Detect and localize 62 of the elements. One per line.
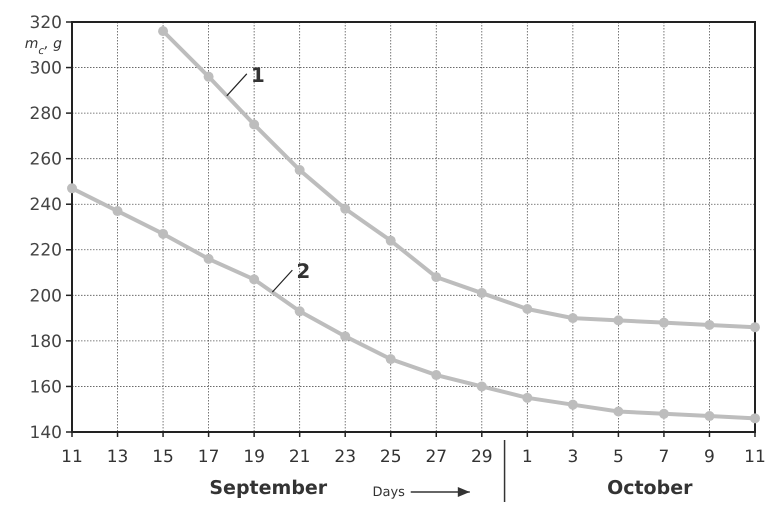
point	[294, 165, 305, 176]
point	[476, 288, 487, 298]
y-tick-label: 140	[30, 422, 62, 443]
point	[67, 183, 77, 194]
point	[476, 381, 487, 392]
x-tick-label: 7	[658, 447, 670, 467]
y-tick-label: 200	[30, 286, 62, 306]
point	[294, 306, 305, 316]
series-label: 1	[250, 62, 265, 87]
x-tick-label: 15	[152, 447, 174, 467]
y-tick-label: 180	[30, 332, 62, 352]
text: September	[209, 477, 328, 499]
point	[386, 236, 396, 246]
point	[204, 72, 214, 82]
y-tick-label: 320	[30, 12, 62, 33]
y-tick-label: 160	[30, 377, 62, 398]
y-tick-label: 280	[30, 104, 62, 124]
x-tick-label: 11	[61, 447, 83, 467]
x-tick-label: 3	[567, 447, 578, 467]
point	[522, 304, 532, 314]
y-tick-label: 220	[30, 240, 62, 261]
point	[112, 206, 123, 216]
point	[613, 406, 624, 416]
y-axis-title: m$_{c}$, g	[24, 36, 62, 57]
point	[249, 274, 260, 284]
y-tick-label: 300	[30, 58, 62, 79]
x-tick-label: 21	[288, 447, 310, 467]
point	[158, 26, 168, 36]
point	[340, 331, 350, 342]
x-tick-label: 25	[380, 447, 402, 467]
x-tick-label: 17	[198, 447, 220, 467]
point	[750, 322, 760, 332]
series-label: 2	[296, 259, 310, 284]
point	[704, 320, 714, 330]
x-tick-label: 5	[612, 447, 624, 467]
x-tick-label: 11	[744, 447, 766, 467]
point	[658, 318, 669, 328]
point	[340, 204, 350, 214]
point	[204, 254, 214, 264]
x-tick-label: 1	[522, 447, 533, 467]
point	[658, 408, 669, 419]
point	[568, 400, 578, 410]
point	[249, 120, 260, 130]
point	[158, 228, 168, 239]
x-tick-label: 19	[243, 447, 265, 467]
x-tick-label: 13	[106, 447, 128, 467]
y-tick-label: 240	[30, 195, 62, 216]
x-tick-label: 27	[425, 447, 448, 467]
point	[568, 313, 578, 324]
text: October	[607, 477, 694, 499]
point	[431, 272, 442, 282]
x-tick-label: 23	[334, 447, 356, 467]
point	[704, 411, 714, 422]
y-tick-label: 260	[30, 150, 62, 170]
x-tick-label: 9	[704, 447, 715, 467]
point	[431, 370, 442, 380]
x-axis-title: Days	[372, 485, 406, 500]
point	[613, 315, 624, 326]
point	[386, 354, 396, 364]
point	[750, 413, 760, 424]
point	[522, 392, 532, 403]
x-tick-label: 29	[470, 447, 493, 467]
